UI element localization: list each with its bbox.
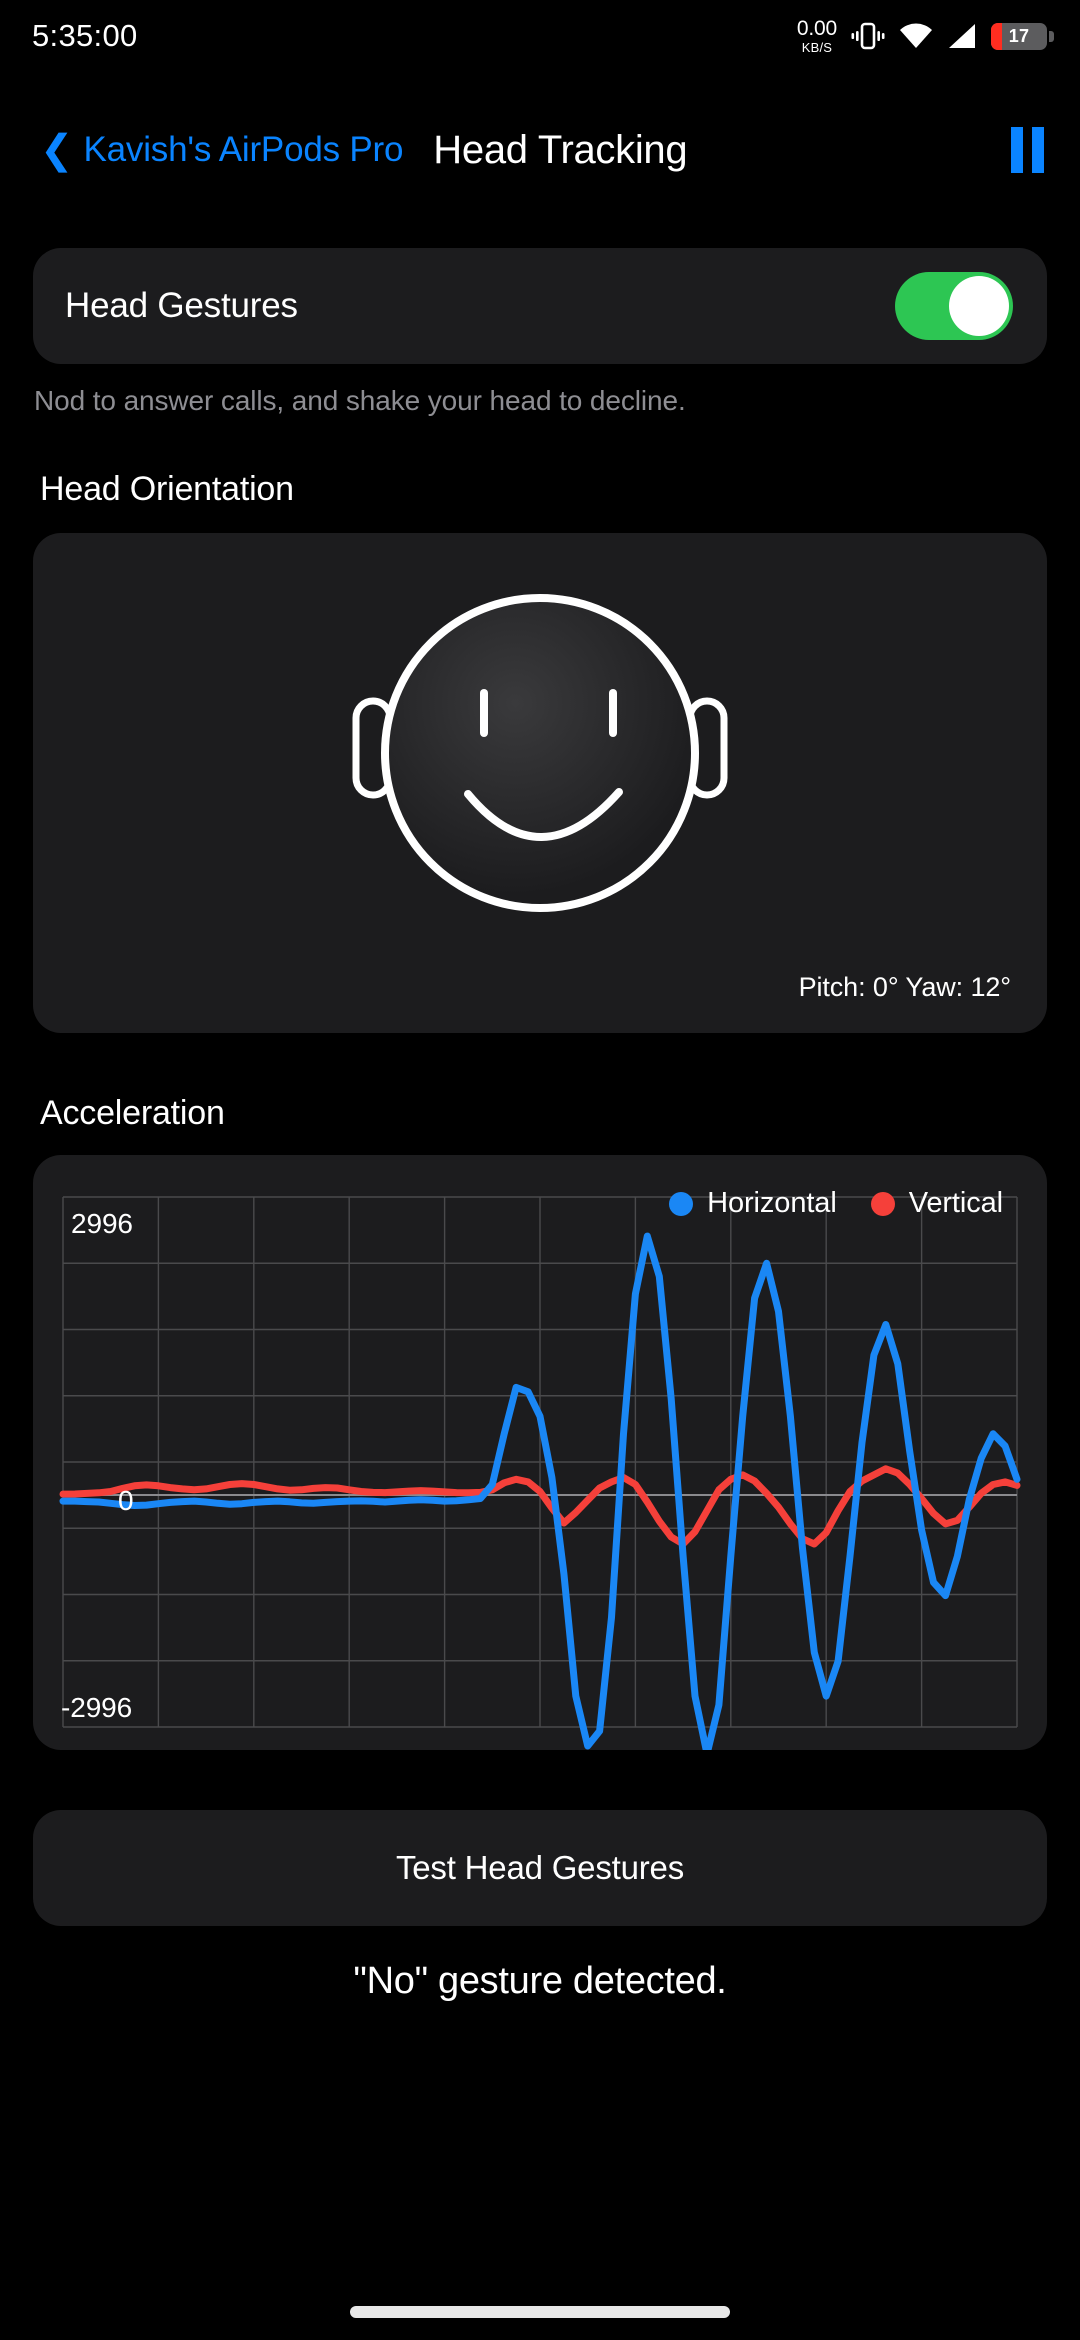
y-axis-label-min: -2996	[61, 1692, 133, 1723]
toggle-knob	[949, 276, 1009, 336]
chart-gridlines	[62, 1196, 1018, 1728]
head-gestures-label: Head Gestures	[65, 286, 298, 325]
back-button[interactable]: ❮ Kavish's AirPods Pro	[40, 130, 403, 170]
acceleration-chart	[59, 1196, 1021, 1750]
smiley-head-with-headphones-icon	[352, 594, 728, 912]
head-visualization	[33, 533, 1047, 973]
y-axis-label-max: 2996	[71, 1208, 133, 1239]
pause-bar-left	[1011, 127, 1023, 173]
status-icons: 0.00 KB/S 17	[797, 18, 1054, 54]
head-orientation-readout: Pitch: 0° Yaw: 12°	[798, 972, 1012, 1002]
status-bar: 5:35:00 0.00 KB/S	[0, 0, 1080, 72]
legend-label-vertical: Vertical	[908, 1187, 1003, 1219]
test-head-gestures-label: Test Head Gestures	[395, 1849, 685, 1886]
gesture-detection-status: "No" gesture detected.	[353, 1960, 727, 2002]
acceleration-title: Acceleration	[40, 1094, 225, 1132]
page-title: Head Tracking	[433, 127, 688, 172]
battery-tip	[1049, 30, 1054, 42]
nav-bar: ❮ Kavish's AirPods Pro Head Tracking	[0, 108, 1080, 192]
legend-item-horizontal: Horizontal	[669, 1187, 837, 1220]
head-gestures-toggle[interactable]	[895, 272, 1013, 340]
back-button-label: Kavish's AirPods Pro	[83, 130, 404, 169]
series-line-horizontal	[59, 1232, 1021, 1750]
head-orientation-title: Head Orientation	[40, 470, 294, 508]
chevron-left-icon: ❮	[40, 128, 74, 172]
wifi-icon	[899, 23, 933, 49]
y-axis-label-zero: 0	[118, 1485, 134, 1516]
legend-label-horizontal: Horizontal	[707, 1187, 837, 1219]
cellular-signal-icon	[947, 23, 977, 49]
legend-dot-horizontal	[669, 1191, 694, 1216]
home-gesture-bar[interactable]	[350, 2306, 730, 2318]
network-speed-value: 0.00	[796, 17, 837, 40]
chart-legend: Horizontal Vertical	[669, 1187, 1003, 1220]
battery-percent-label: 17	[1008, 25, 1030, 46]
legend-dot-vertical	[870, 1191, 895, 1216]
status-clock: 5:35:00	[32, 18, 138, 53]
pause-bar-right	[1032, 127, 1044, 173]
pause-icon[interactable]	[1005, 121, 1050, 179]
vibrate-icon	[851, 21, 885, 51]
legend-item-vertical: Vertical	[870, 1187, 1003, 1220]
battery-icon: 17	[991, 22, 1054, 50]
network-speed-indicator: 0.00 KB/S	[797, 18, 837, 54]
acceleration-chart-card: Horizontal Vertical 2996 0 -2996	[33, 1155, 1047, 1750]
head-gestures-caption: Nod to answer calls, and shake your head…	[34, 385, 686, 416]
test-head-gestures-button[interactable]: Test Head Gestures	[33, 1810, 1047, 1926]
battery-fill	[991, 22, 1002, 50]
head-orientation-card: Pitch: 0° Yaw: 12°	[33, 533, 1047, 1033]
head-gestures-row[interactable]: Head Gestures	[33, 248, 1047, 364]
network-speed-unit: KB/S	[801, 40, 833, 55]
